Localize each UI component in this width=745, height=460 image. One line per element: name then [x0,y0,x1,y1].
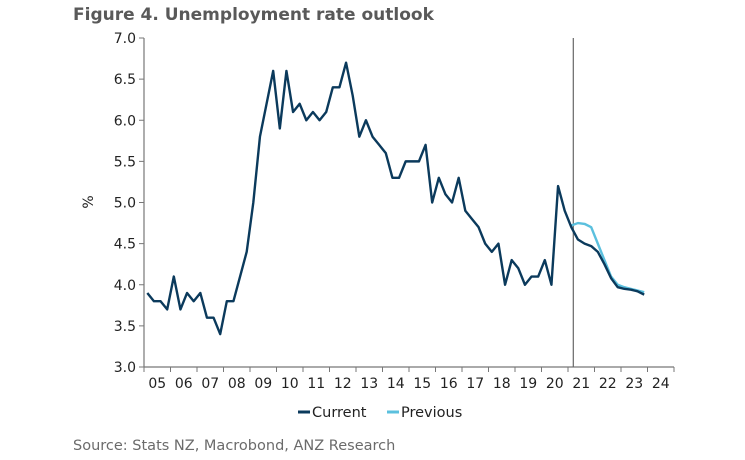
x-tick-label: 24 [652,376,670,392]
x-tick-label: 14 [387,376,405,392]
legend-label-previous: Previous [401,405,462,421]
x-tick-label: 05 [148,376,166,392]
x-tick-label: 08 [228,376,246,392]
x-tick-label: 19 [519,376,537,392]
x-tick-label: 17 [466,376,484,392]
chart-title: Figure 4. Unemployment rate outlook [73,5,434,25]
y-tick-label: 4.5 [114,237,136,253]
source-note: Source: Stats NZ, Macrobond, ANZ Researc… [73,438,396,454]
y-tick-label: 5.0 [114,196,136,212]
x-tick-label: 15 [413,376,431,392]
y-axis-label: % [81,195,97,208]
x-tick-label: 13 [360,376,378,392]
series-line-current [146,61,645,336]
y-tick-label: 5.5 [114,154,136,170]
y-tick-label: 3.5 [114,319,136,335]
x-tick-label: 18 [493,376,511,392]
x-tick-label: 11 [307,376,325,392]
y-tick-label: 6.0 [114,113,136,129]
x-tick-label: 22 [599,376,617,392]
x-tick-label: 07 [201,376,219,392]
x-tick-label: 23 [625,376,643,392]
legend-label-current: Current [312,405,367,421]
x-tick-label: 20 [546,376,564,392]
y-tick-label: 4.0 [114,278,136,294]
legend: Current Previous [298,405,462,421]
x-tick-label: 09 [254,376,272,392]
x-tick-label: 06 [175,376,193,392]
x-tick-label: 21 [572,376,590,392]
x-tick-label: 12 [334,376,352,392]
axes: 3.0 3.5 4.0 4.5 5.0 5.5 6.0 6.5 7.0 05 06 07 08 09 10 1… [81,31,675,392]
y-tick-label: 3.0 [114,360,136,376]
y-tick-label: 7.0 [114,31,136,47]
series-lines [146,61,645,336]
series-line-previous [570,221,645,294]
y-tick-label: 6.5 [114,72,136,88]
x-tick-label: 16 [440,376,458,392]
x-tick-label: 10 [281,376,299,392]
